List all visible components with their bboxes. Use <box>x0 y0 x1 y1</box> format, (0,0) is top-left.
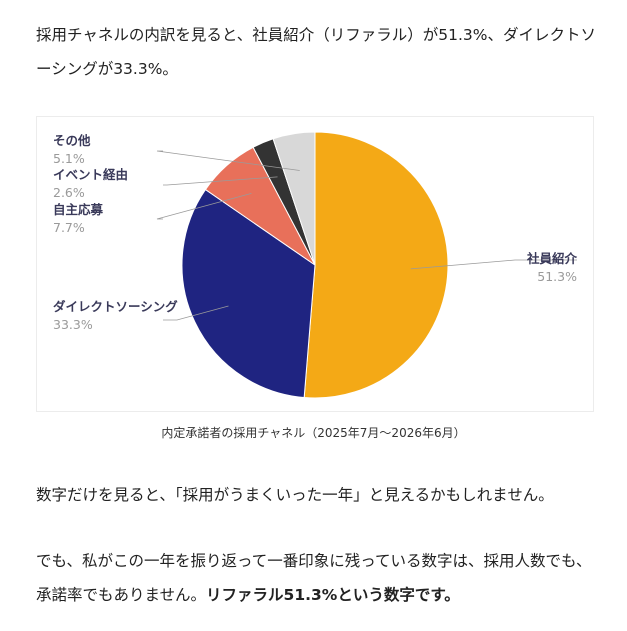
slice-label-1: ダイレクトソーシング <box>53 299 178 314</box>
pie-slice-0 <box>303 131 449 399</box>
paragraph-2: 数字だけを見ると、「採用がうまくいった一年」と見えるかもしれません。 <box>36 486 554 504</box>
chart-container: 社員紹介 51.3% ダイレクトソーシング 33.3% 自主応募 7.7% イベント経由 2.… <box>36 116 594 412</box>
slice-label-3: イベント経由 <box>53 167 128 182</box>
paragraph-3-emphasis: リファラル51.3%という数字です。 <box>206 586 460 604</box>
pie-slice-4 <box>272 131 316 266</box>
slice-value-4: 5.1% <box>53 151 85 166</box>
leader-line-4 <box>156 150 300 171</box>
slice-label-2: 自主応募 <box>53 202 104 217</box>
slice-value-1: 33.3% <box>53 317 93 332</box>
leader-line-2 <box>156 192 252 220</box>
pie-slice-1 <box>181 188 316 399</box>
leader-line-0 <box>410 259 577 270</box>
slice-value-2: 7.7% <box>53 220 85 235</box>
slice-label-4: その他 <box>53 133 91 148</box>
chart-caption: 内定承諾者の採用チャネル（2025年7月〜2026年6月） <box>161 426 466 440</box>
slice-label-0: 社員紹介 <box>526 251 578 266</box>
pie-chart: 社員紹介 51.3% ダイレクトソーシング 33.3% 自主応募 7.7% イベント経由 2.… <box>53 131 578 399</box>
paragraph-3: でも、私がこの一年を振り返って一番印象に残っている数字は、採用人数でも、承諾率で… <box>36 544 596 612</box>
leader-line-1 <box>163 305 229 321</box>
leader-line-3 <box>163 176 278 186</box>
paragraph-3-text: でも、私がこの一年を振り返って一番印象に残っている数字は、採用人数でも、承諾率で… <box>36 552 592 604</box>
intro-paragraph: 採用チャネルの内訳を見ると、社員紹介（リファラル）が51.3%、ダイレクトソーシ… <box>36 26 596 78</box>
slice-value-3: 2.6% <box>53 185 85 200</box>
slice-value-0: 51.3% <box>537 269 577 284</box>
